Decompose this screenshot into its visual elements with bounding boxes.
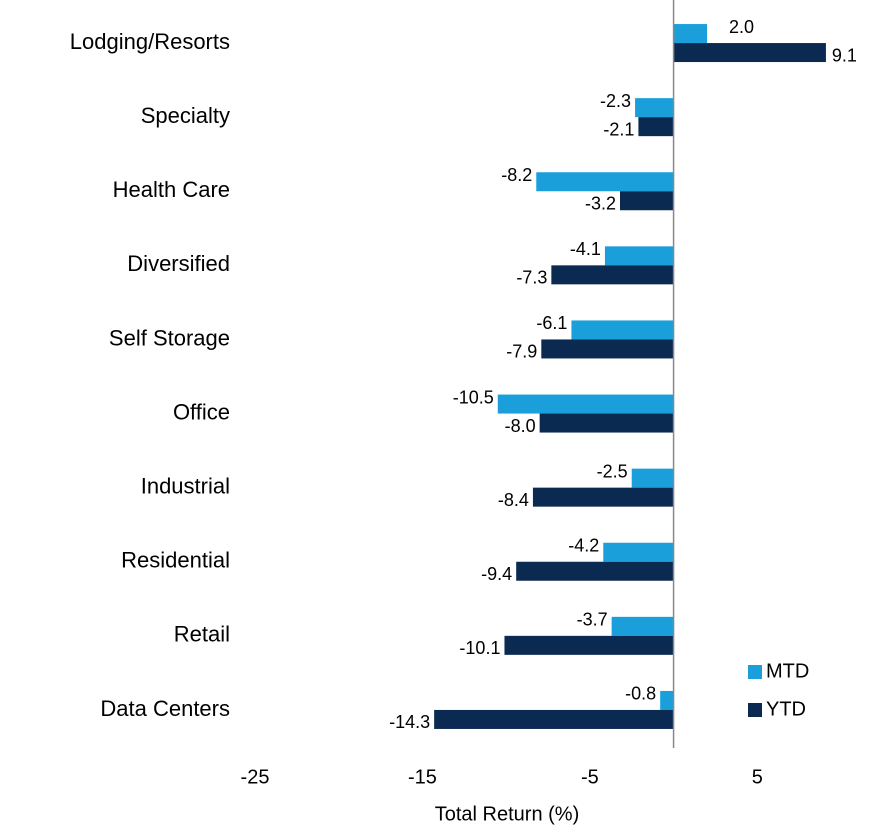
data-label: -10.1 bbox=[459, 638, 500, 658]
legend-swatch bbox=[748, 665, 762, 679]
bar bbox=[504, 635, 674, 655]
bar bbox=[673, 24, 708, 44]
data-label: -7.9 bbox=[506, 342, 537, 362]
data-label: -0.8 bbox=[625, 684, 656, 704]
bar bbox=[631, 468, 674, 488]
x-tick-label: -15 bbox=[408, 766, 437, 788]
data-label: -14.3 bbox=[389, 712, 430, 732]
y-tick-label: Self Storage bbox=[109, 325, 230, 350]
data-label: -2.3 bbox=[600, 91, 631, 111]
y-tick-label: Lodging/Resorts bbox=[70, 29, 230, 54]
bar bbox=[516, 561, 674, 581]
data-label: -8.2 bbox=[501, 165, 532, 185]
bar bbox=[638, 117, 674, 137]
data-label: -9.4 bbox=[481, 564, 512, 584]
x-axis-label: Total Return (%) bbox=[435, 803, 580, 825]
data-label: -7.3 bbox=[516, 268, 547, 288]
y-tick-label: Specialty bbox=[141, 103, 230, 128]
data-label: -3.2 bbox=[585, 194, 616, 214]
bar bbox=[497, 394, 674, 414]
y-tick-label: Retail bbox=[174, 622, 230, 647]
data-label: -2.1 bbox=[603, 119, 634, 139]
bar bbox=[539, 413, 674, 433]
data-label: -8.0 bbox=[505, 416, 536, 436]
data-label: -2.5 bbox=[597, 461, 628, 481]
bar bbox=[434, 709, 674, 729]
legend-label: YTD bbox=[766, 698, 806, 720]
bar bbox=[603, 542, 674, 562]
bar bbox=[532, 487, 674, 507]
x-tick-label: -25 bbox=[241, 766, 270, 788]
y-tick-label: Diversified bbox=[127, 251, 230, 276]
y-tick-label: Residential bbox=[121, 548, 230, 573]
y-tick-label: Health Care bbox=[113, 177, 230, 202]
data-label: -4.1 bbox=[570, 239, 601, 259]
data-label: -4.2 bbox=[568, 536, 599, 556]
x-tick-label: 5 bbox=[752, 766, 763, 788]
bar bbox=[635, 98, 674, 118]
bar bbox=[551, 265, 674, 285]
bar bbox=[673, 43, 826, 63]
x-tick-label: -5 bbox=[581, 766, 599, 788]
bar bbox=[536, 172, 674, 192]
data-label: -3.7 bbox=[577, 610, 608, 630]
data-label: -8.4 bbox=[498, 490, 529, 510]
bar bbox=[611, 616, 674, 636]
bar bbox=[619, 191, 674, 211]
data-label: 2.0 bbox=[729, 17, 754, 37]
data-label: -10.5 bbox=[453, 387, 494, 407]
y-tick-label: Industrial bbox=[141, 473, 230, 498]
data-label: 9.1 bbox=[832, 45, 857, 65]
y-tick-label: Office bbox=[173, 399, 230, 424]
legend-swatch bbox=[748, 703, 762, 717]
data-label: -6.1 bbox=[536, 313, 567, 333]
bar bbox=[660, 690, 674, 710]
bar bbox=[541, 339, 674, 359]
bar bbox=[571, 320, 674, 340]
bar bbox=[604, 246, 674, 266]
legend-label: MTD bbox=[766, 660, 809, 682]
y-tick-label: Data Centers bbox=[100, 696, 230, 721]
